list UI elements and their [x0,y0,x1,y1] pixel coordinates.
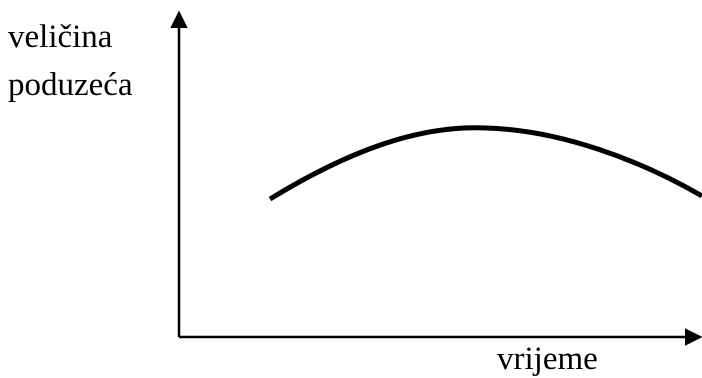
y-axis-label-line-2: poduzeća [8,67,133,103]
x-axis-label: vrijeme [497,341,598,377]
size-curve [268,125,702,202]
y-axis-label-line-1: veličina [8,19,113,55]
